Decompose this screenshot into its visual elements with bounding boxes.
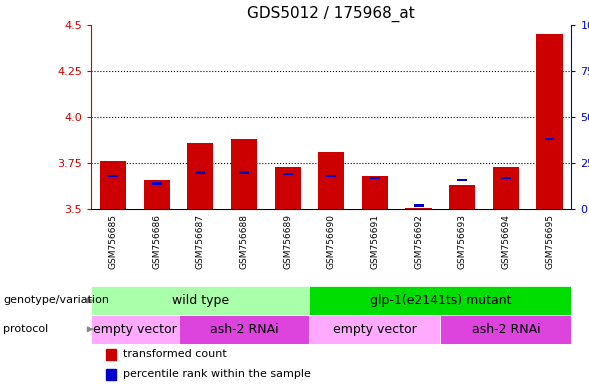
Text: GSM756691: GSM756691 [370,214,379,269]
Bar [196,171,206,174]
Bar [91,315,178,344]
Bar [231,139,257,209]
Bar [91,286,309,315]
Text: glp-1(e2141ts) mutant: glp-1(e2141ts) mutant [370,294,511,307]
Text: GSM756695: GSM756695 [545,214,554,269]
Bar [362,176,388,209]
Bar [283,173,293,175]
Text: empty vector: empty vector [93,323,177,336]
Bar [413,204,423,207]
Bar [309,315,441,344]
Bar [187,143,213,209]
Text: GSM756693: GSM756693 [458,214,466,269]
Bar [152,182,162,185]
Text: GSM756688: GSM756688 [240,214,249,269]
Bar [493,167,519,209]
Text: GSM756692: GSM756692 [414,214,423,269]
Text: empty vector: empty vector [333,323,417,336]
Bar [449,185,475,209]
Bar [545,138,554,141]
Bar [178,315,309,344]
Text: GSM756686: GSM756686 [152,214,161,269]
Text: GSM756689: GSM756689 [283,214,292,269]
Text: ash-2 RNAi: ash-2 RNAi [472,323,540,336]
Bar [108,175,118,177]
Bar [309,286,571,315]
Text: percentile rank within the sample: percentile rank within the sample [124,369,312,379]
Bar [100,161,126,209]
Bar [370,177,380,179]
Bar [457,179,467,181]
Text: GSM756690: GSM756690 [327,214,336,269]
Bar [239,171,249,174]
Bar [326,175,336,177]
Bar [105,349,116,360]
Text: transformed count: transformed count [124,349,227,359]
Text: genotype/variation: genotype/variation [3,295,109,306]
Bar [441,315,571,344]
Bar [318,152,345,209]
Text: protocol: protocol [3,324,48,334]
Bar [105,369,116,380]
Bar [537,34,562,209]
Text: GSM756694: GSM756694 [501,214,511,269]
Bar [274,167,301,209]
Text: ash-2 RNAi: ash-2 RNAi [210,323,279,336]
Title: GDS5012 / 175968_at: GDS5012 / 175968_at [247,6,415,22]
Text: wild type: wild type [172,294,229,307]
Bar [501,177,511,179]
Text: GSM756687: GSM756687 [196,214,205,269]
Bar [144,180,170,209]
Text: GSM756685: GSM756685 [108,214,118,269]
